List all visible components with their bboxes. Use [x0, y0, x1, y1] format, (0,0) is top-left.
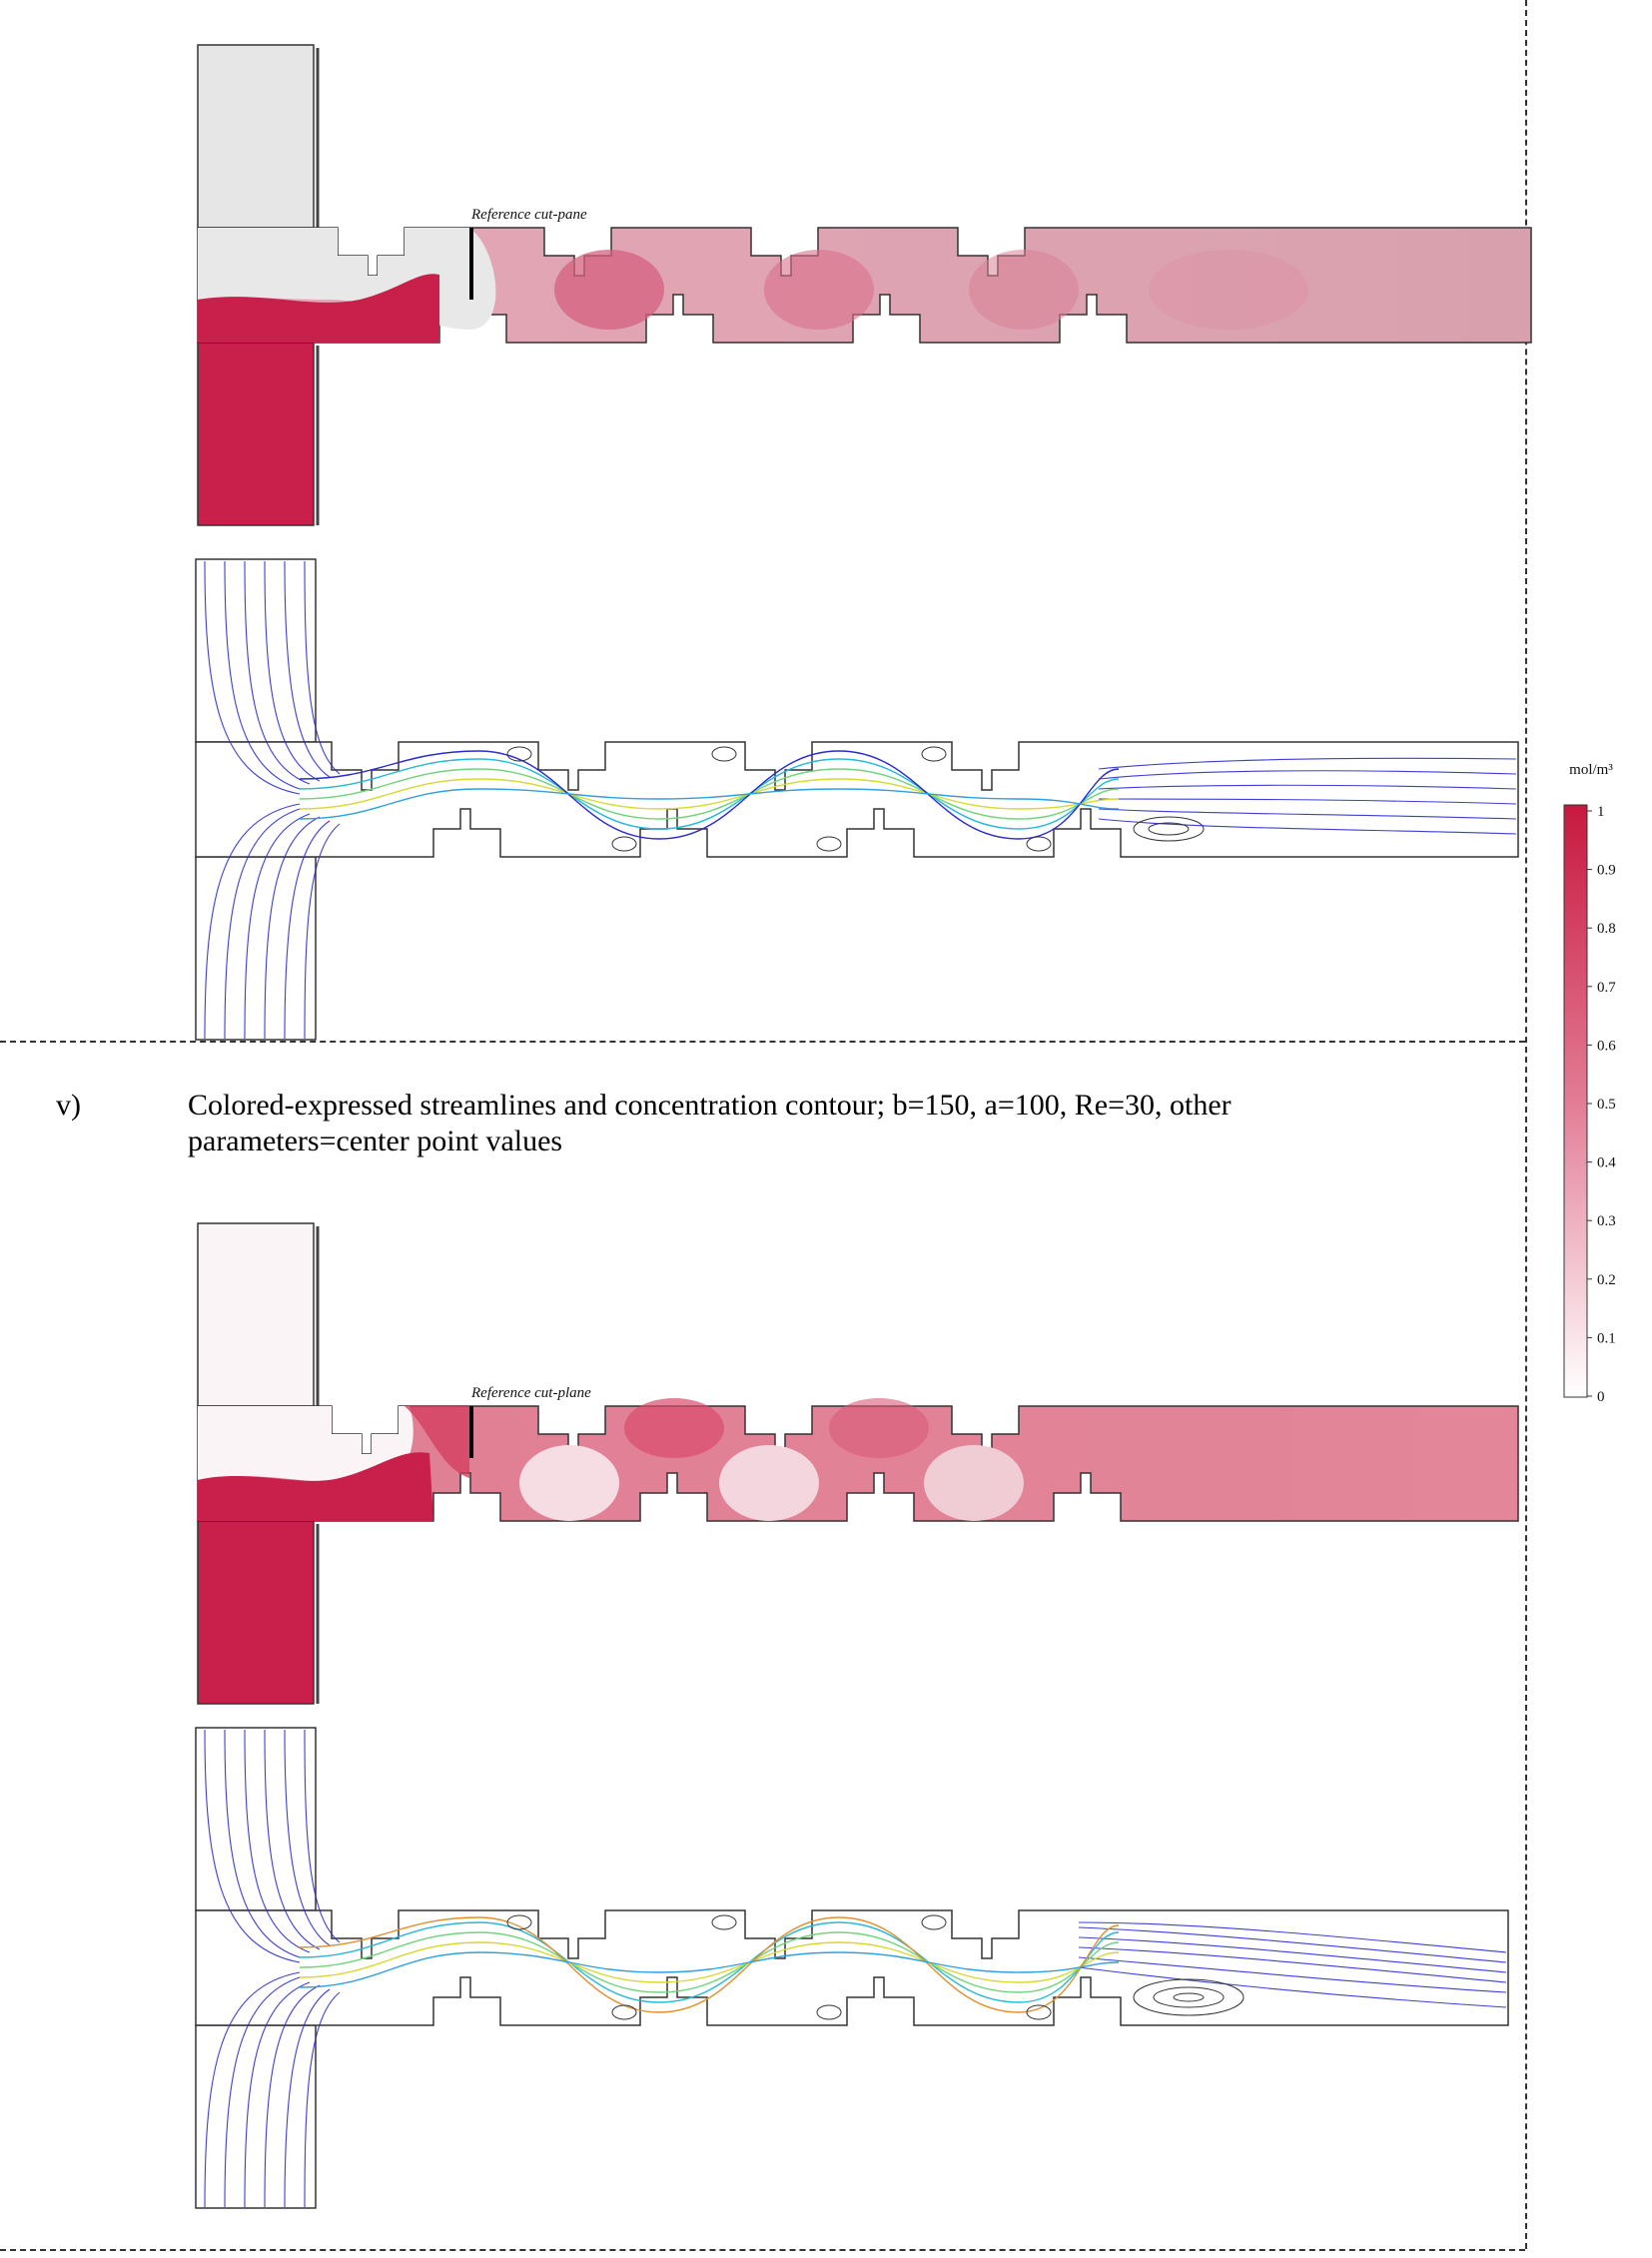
- section-divider-dashed: [0, 1041, 1525, 1043]
- panel-top-concentration: Reference cut-pane: [197, 44, 1532, 526]
- colorbar-tick-label: 0.6: [1597, 1038, 1616, 1054]
- colorbar-ticks: 1 0.9 0.8 0.7 0.6 0.5 0.4 0.3 0.2 0.1 0: [1587, 804, 1616, 1405]
- caption-label: v): [56, 1089, 81, 1122]
- colorbar-tick-label: 0.3: [1597, 1213, 1616, 1229]
- colorbar: mol/m³ 1 0.9 0.8 0.7 0.6 0.5 0.4 0.3 0.2 0.1 0: [1563, 762, 1616, 1405]
- panel-bottom-concentration: Reference cut-plane: [197, 1222, 1519, 1705]
- caption-text-line2: parameters=center point values: [188, 1125, 563, 1157]
- panel-bottom-streamlines: [195, 1727, 1509, 2209]
- colorbar-tick-label: 0.8: [1597, 921, 1616, 937]
- colorbar-tick-label: 0.4: [1597, 1155, 1616, 1171]
- colorbar-unit: mol/m³: [1569, 762, 1613, 778]
- colorbar-tick-label: 0.5: [1597, 1097, 1616, 1113]
- panel-top-streamlines: [195, 558, 1519, 1041]
- colorbar-tick-label: 0.1: [1597, 1330, 1616, 1346]
- colorbar-tick-label: 0.2: [1597, 1272, 1616, 1288]
- colorbar-tick-label: 1: [1597, 804, 1605, 820]
- reference-cut-label-bottom: Reference cut-plane: [470, 1385, 591, 1401]
- colorbar-tick-label: 0.7: [1597, 980, 1616, 996]
- colorbar-tick-label: 0: [1597, 1389, 1605, 1405]
- colorbar-tick-label: 0.9: [1597, 863, 1616, 879]
- bottom-dashed-border: [0, 2249, 1525, 2251]
- right-dashed-border: [1525, 0, 1527, 2249]
- reference-cut-label: Reference cut-pane: [470, 207, 587, 223]
- caption-text-line1: Colored-expressed streamlines and concen…: [188, 1089, 1232, 1122]
